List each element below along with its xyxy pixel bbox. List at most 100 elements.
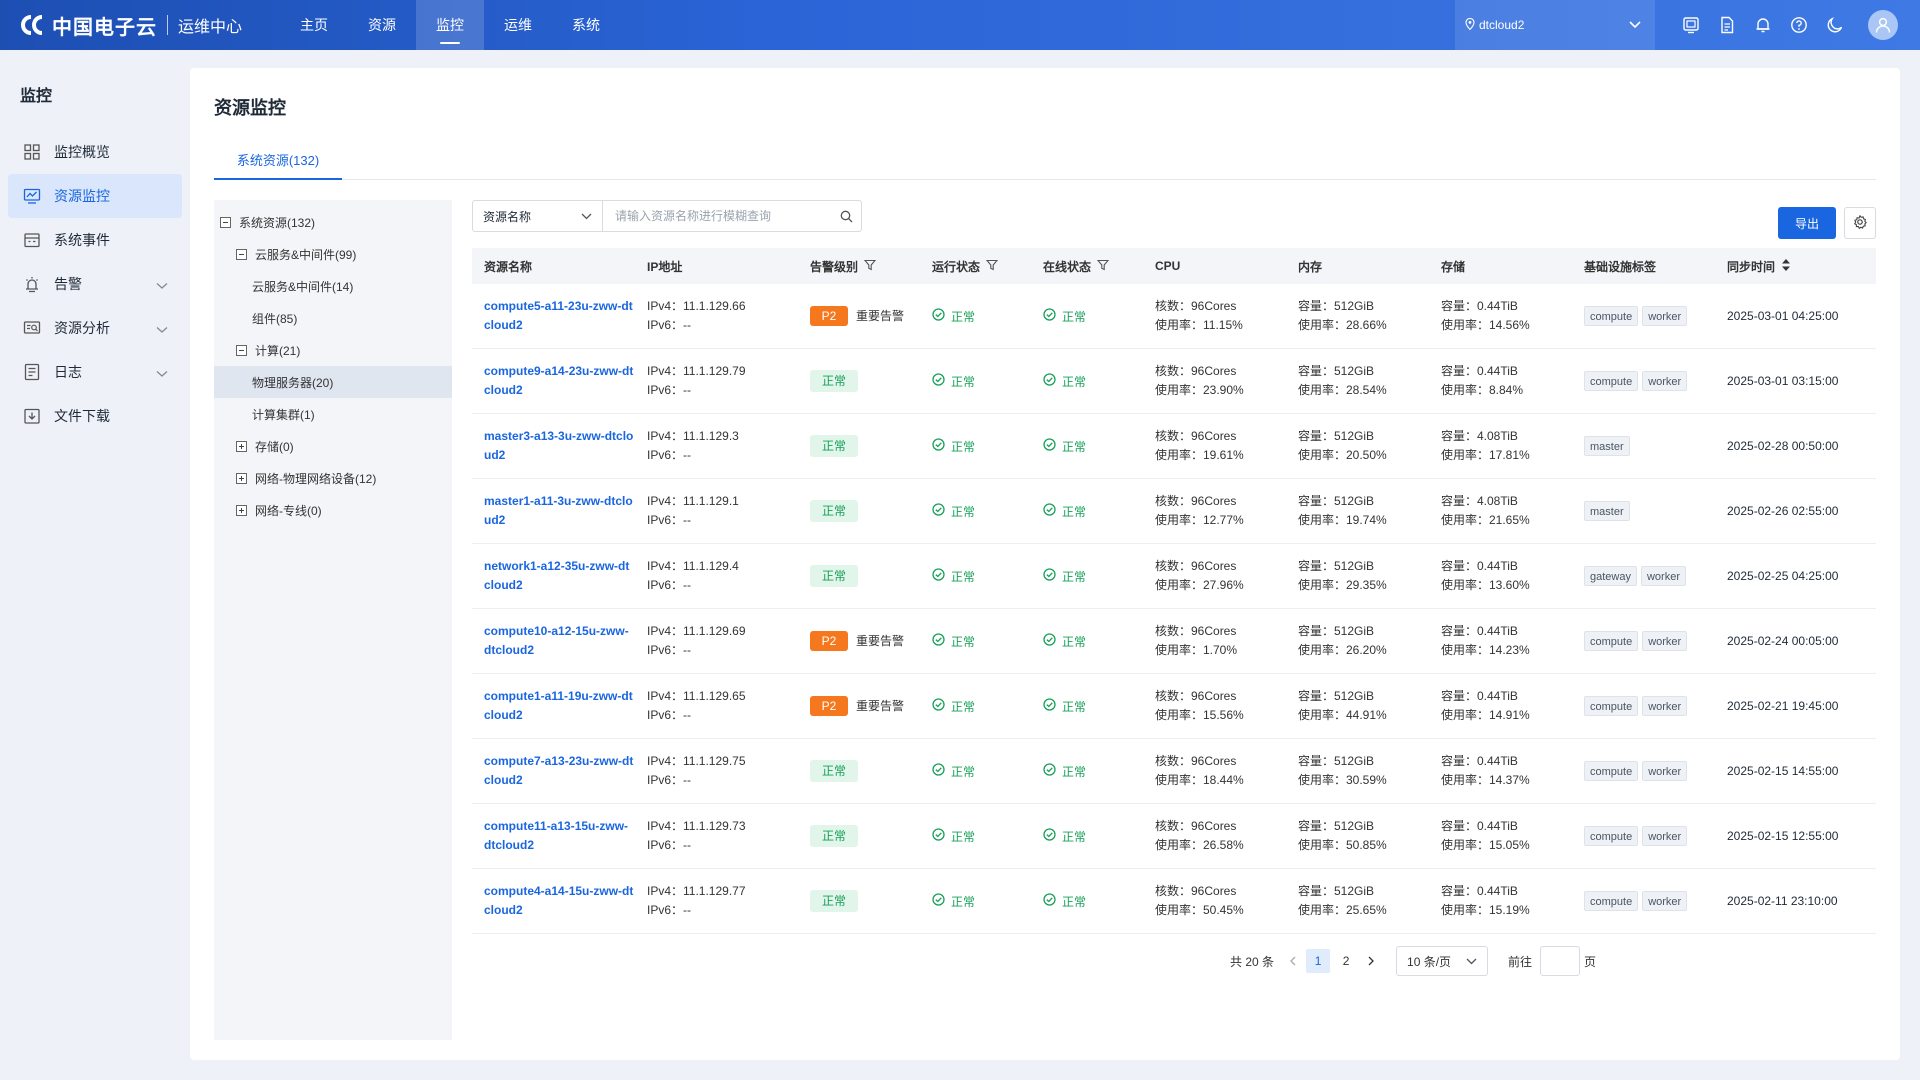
tree-node[interactable]: 计算集群(1) bbox=[214, 398, 452, 430]
top-nav: 主页 资源 监控 运维 系统 bbox=[280, 0, 620, 50]
collapse-icon[interactable] bbox=[220, 216, 231, 228]
filter-icon[interactable] bbox=[1096, 259, 1110, 274]
resource-name-link[interactable]: master3-a13-3u-zww-dtcloud2 bbox=[484, 429, 634, 462]
cell-infra-tags: compute worker bbox=[1572, 371, 1715, 391]
online-status-text: 正常 bbox=[1062, 309, 1087, 324]
sidebar-item-system-events[interactable]: 系统事件 bbox=[8, 218, 182, 262]
resource-name-link[interactable]: compute7-a13-23u-zww-dtcloud2 bbox=[484, 754, 634, 787]
storage-capacity: 容量：4.08TiB bbox=[1441, 429, 1518, 443]
tree-node[interactable]: 网络-物理网络设备(12) bbox=[214, 462, 452, 494]
sidebar-item-log[interactable]: 日志 bbox=[8, 350, 182, 394]
cell-infra-tags: compute worker bbox=[1572, 761, 1715, 781]
memory-usage: 使用率：44.91% bbox=[1298, 708, 1387, 722]
collapse-icon[interactable] bbox=[236, 344, 247, 356]
tree-node[interactable]: 组件(85) bbox=[214, 302, 452, 334]
topnav-resources[interactable]: 资源 bbox=[368, 17, 396, 33]
resource-name-link[interactable]: compute5-a11-23u-zww-dtcloud2 bbox=[484, 299, 633, 332]
tree-node[interactable]: 物理服务器(20) bbox=[214, 366, 452, 398]
storage-usage: 使用率：14.23% bbox=[1441, 643, 1530, 657]
resource-name-link[interactable]: compute4-a14-15u-zww-dtcloud2 bbox=[484, 884, 634, 917]
sort-icon[interactable] bbox=[1781, 258, 1791, 275]
storage-usage: 使用率：15.05% bbox=[1441, 838, 1530, 852]
expand-icon[interactable] bbox=[236, 504, 247, 516]
sidebar-item-label: 监控概览 bbox=[54, 144, 110, 160]
filter-icon[interactable] bbox=[985, 259, 999, 274]
check-circle-icon bbox=[1043, 503, 1056, 519]
collapse-icon[interactable] bbox=[236, 248, 247, 260]
topnav-system[interactable]: 系统 bbox=[572, 17, 600, 33]
run-status-text: 正常 bbox=[951, 764, 976, 779]
tree-node[interactable]: 云服务&中间件(99) bbox=[214, 238, 452, 270]
topnav-monitor[interactable]: 监控 bbox=[416, 0, 484, 50]
screen-icon[interactable] bbox=[1680, 14, 1702, 36]
page-size-select[interactable]: 10 条/页 bbox=[1396, 946, 1489, 976]
sidebar-item-monitor-overview[interactable]: 监控概览 bbox=[8, 130, 182, 174]
table-row: master3-a13-3u-zww-dtcloud2 IPv4：11.1.129… bbox=[472, 414, 1876, 479]
tree-node[interactable]: 云服务&中间件(14) bbox=[214, 270, 452, 302]
cell-online-status: 正常 bbox=[1031, 438, 1143, 455]
resource-name-link[interactable]: compute9-a14-23u-zww-dtcloud2 bbox=[484, 364, 634, 397]
topnav-ops[interactable]: 运维 bbox=[504, 17, 532, 33]
online-status: 正常 bbox=[1043, 893, 1143, 910]
cell-online-status: 正常 bbox=[1031, 763, 1143, 780]
tenant-selector[interactable]: dtcloud2 bbox=[1455, 0, 1655, 50]
tree-node-label: 计算(21) bbox=[255, 343, 301, 358]
help-icon[interactable] bbox=[1788, 14, 1810, 36]
sidebar-item-label: 日志 bbox=[54, 364, 82, 380]
expand-icon[interactable] bbox=[236, 440, 247, 452]
resource-name-link[interactable]: compute11-a13-15u-zww-dtcloud2 bbox=[484, 819, 629, 852]
resource-name-link[interactable]: compute10-a12-15u-zww-dtcloud2 bbox=[484, 624, 629, 657]
search-input[interactable] bbox=[603, 201, 831, 231]
run-status-text: 正常 bbox=[951, 634, 976, 649]
cell-storage: 容量：0.44TiB 使用率：15.05% bbox=[1429, 817, 1572, 855]
next-page-button[interactable] bbox=[1360, 956, 1382, 966]
cell-infra-tags: compute worker bbox=[1572, 696, 1715, 716]
search-icon[interactable] bbox=[831, 201, 861, 231]
chevron-down-icon bbox=[156, 277, 168, 293]
prev-page-button[interactable] bbox=[1282, 956, 1304, 966]
tree-node[interactable]: 系统资源(132) bbox=[214, 206, 452, 238]
cell-cpu: 核数：96Cores 使用率：27.96% bbox=[1143, 557, 1286, 595]
alert-level-badge: P2 bbox=[810, 306, 848, 326]
tree-node[interactable]: 计算(21) bbox=[214, 334, 452, 366]
sidebar-item-file-download[interactable]: 文件下载 bbox=[8, 394, 182, 438]
col-header-alert: 告警级别 bbox=[798, 258, 920, 275]
sidebar-item-alarm[interactable]: 告警 bbox=[8, 262, 182, 306]
tab-system-resources[interactable]: 系统资源(132) bbox=[214, 140, 342, 180]
resource-name-link[interactable]: compute1-a11-19u-zww-dtcloud2 bbox=[484, 689, 633, 722]
run-status-text: 正常 bbox=[951, 374, 976, 389]
table-header: 资源名称 IP地址 告警级别 运行状态 在线状态 CPU 内存 存储 基础设施标… bbox=[472, 248, 1876, 284]
page-1-button[interactable]: 1 bbox=[1306, 949, 1331, 973]
infra-tag: master bbox=[1584, 436, 1630, 456]
cell-infra-tags: compute worker bbox=[1572, 631, 1715, 651]
tree-node[interactable]: 存储(0) bbox=[214, 430, 452, 462]
check-circle-icon bbox=[1043, 438, 1056, 454]
page-2-button[interactable]: 2 bbox=[1342, 954, 1350, 968]
cpu-usage: 使用率：27.96% bbox=[1155, 578, 1244, 592]
online-status-text: 正常 bbox=[1062, 569, 1087, 584]
goto-page-input[interactable] bbox=[1540, 946, 1581, 976]
infra-tag: worker bbox=[1642, 306, 1688, 326]
column-settings-button[interactable] bbox=[1844, 207, 1876, 239]
sidebar-item-resource-analysis[interactable]: 资源分析 bbox=[8, 306, 182, 350]
export-button[interactable]: 导出 bbox=[1778, 207, 1836, 239]
bell-icon[interactable] bbox=[1752, 14, 1774, 36]
topnav-home[interactable]: 主页 bbox=[300, 17, 328, 33]
user-avatar[interactable] bbox=[1868, 10, 1898, 40]
sidebar-title: 监控 bbox=[20, 88, 53, 105]
search-field-select[interactable]: 资源名称 bbox=[473, 201, 603, 231]
sidebar-item-resource-monitor[interactable]: 资源监控 bbox=[8, 174, 182, 218]
ipv4-text: IPv4：11.1.129.79 bbox=[647, 364, 746, 378]
document-icon[interactable] bbox=[1716, 14, 1738, 36]
filter-icon[interactable] bbox=[863, 259, 877, 274]
resource-name-link[interactable]: network1-a12-35u-zww-dtcloud2 bbox=[484, 559, 630, 592]
cell-sync-time: 2025-02-25 04:25:00 bbox=[1727, 569, 1839, 583]
tree-node[interactable]: 网络-专线(0) bbox=[214, 494, 452, 526]
resource-name-link[interactable]: master1-a11-3u-zww-dtcloud2 bbox=[484, 494, 633, 527]
cell-name: compute5-a11-23u-zww-dtcloud2 bbox=[472, 297, 635, 335]
online-status: 正常 bbox=[1043, 568, 1143, 585]
expand-icon[interactable] bbox=[236, 472, 247, 484]
online-status-text: 正常 bbox=[1062, 504, 1087, 519]
brand[interactable]: 中国电子云 运维中心 bbox=[0, 11, 280, 40]
moon-icon[interactable] bbox=[1824, 14, 1846, 36]
